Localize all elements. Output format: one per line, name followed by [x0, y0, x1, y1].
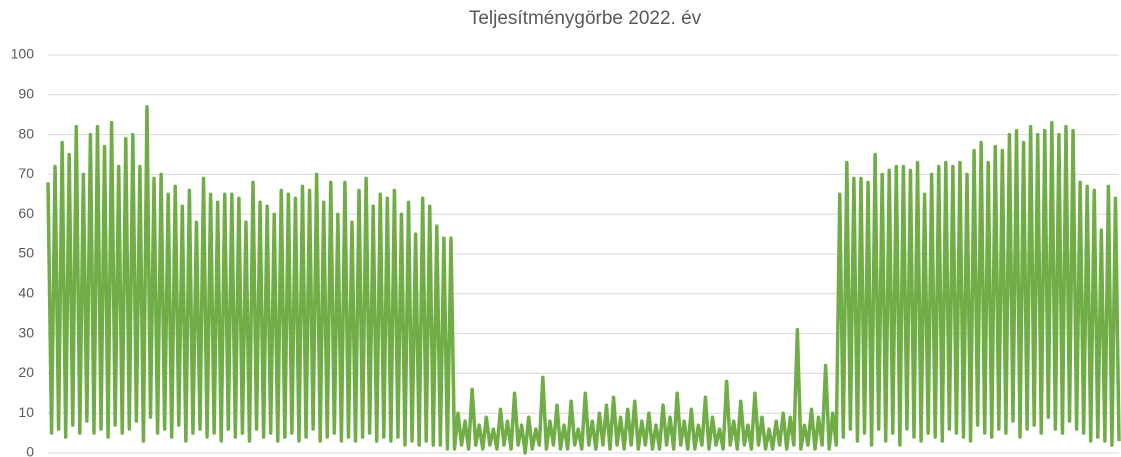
y-tick-label: 10: [18, 404, 34, 420]
chart-title: Teljesítménygörbe 2022. év: [469, 8, 702, 29]
y-tick-label: 0: [26, 444, 34, 457]
y-tick-label: 80: [18, 125, 34, 141]
y-tick-label: 30: [18, 324, 34, 340]
y-tick-label: 50: [18, 245, 34, 261]
y-tick-label: 20: [18, 364, 34, 380]
y-tick-label: 70: [18, 165, 34, 181]
y-tick-label: 60: [18, 205, 34, 221]
data-line: [46, 104, 1121, 455]
y-tick-label: 100: [11, 46, 35, 62]
y-tick-label: 40: [18, 285, 34, 301]
y-tick-label: 90: [18, 86, 34, 102]
